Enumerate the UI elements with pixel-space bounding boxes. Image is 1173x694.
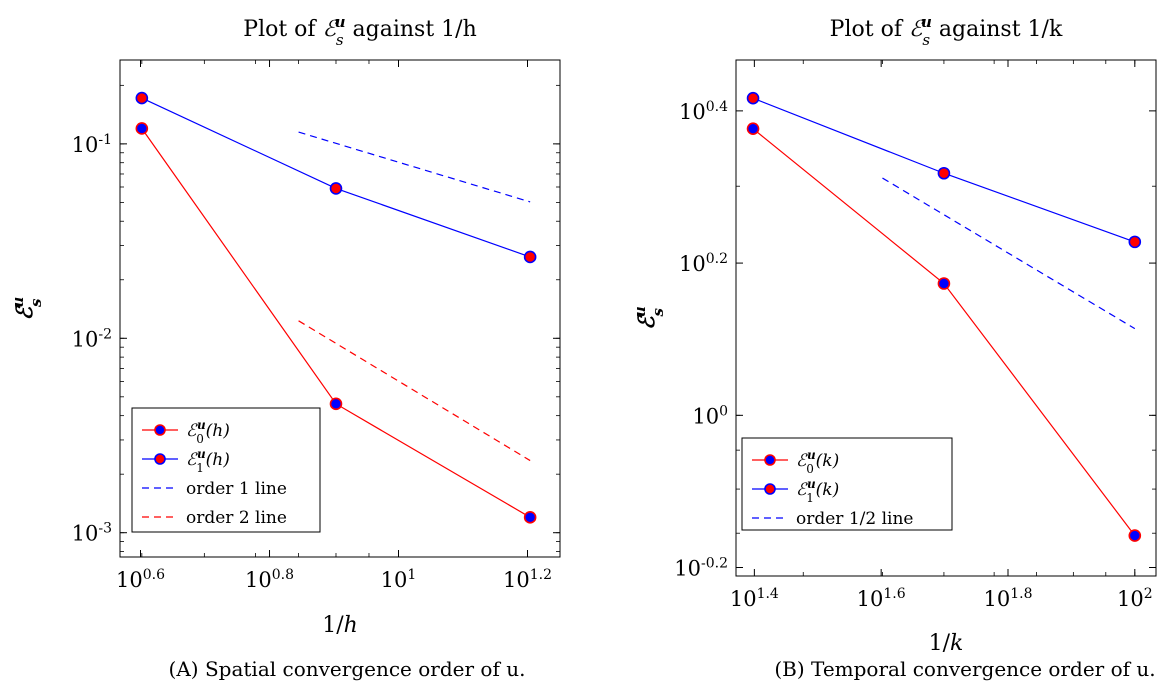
chart-title: Plot of ℰsu against 1/k xyxy=(830,13,1063,49)
plot-frame xyxy=(119,59,561,558)
legend-entry: ℰ0u(h) xyxy=(186,418,230,446)
legend-marker xyxy=(764,483,776,495)
legend-marker xyxy=(154,424,166,436)
x-axis-label: 1/h xyxy=(322,613,358,638)
x-axis-label: 1/k xyxy=(929,631,964,656)
y-tick-label: 100.2 xyxy=(679,251,728,276)
y-tick-label: 10-1 xyxy=(72,132,112,157)
legend-entry: ℰ0u(k) xyxy=(796,448,839,476)
data-point xyxy=(937,277,951,290)
data-point xyxy=(523,250,537,264)
data-point xyxy=(329,182,343,195)
x-tick-label: 101.4 xyxy=(730,586,779,611)
x-tick-label: 101 xyxy=(381,567,417,592)
y-tick-label: 10-2 xyxy=(72,326,112,351)
legend-entry: order 1 line xyxy=(186,479,287,499)
y-axis-label: ℰsu xyxy=(9,297,45,321)
x-tick-label: 100.6 xyxy=(116,567,165,592)
chart-title: Plot of ℰsu against 1/h xyxy=(243,13,476,49)
data-point xyxy=(746,91,760,105)
series-line xyxy=(882,177,1136,330)
caption-b: (B) Temporal convergence order of u. xyxy=(774,657,1155,681)
legend-entry: ℰ1u(h) xyxy=(186,447,230,475)
chart-temporal: Plot of ℰsu against 1/k 101.4 101.6 101.8 10… xyxy=(631,13,1157,656)
x-tick-label: 101.6 xyxy=(857,586,906,611)
y-tick-label: 100 xyxy=(692,403,728,428)
series-line xyxy=(141,97,531,258)
series-line xyxy=(298,131,531,203)
x-tick-label: 101.8 xyxy=(984,586,1033,611)
data-point xyxy=(523,511,537,524)
legend-marker xyxy=(764,454,776,466)
y-tick-label: 100.4 xyxy=(679,99,728,124)
x-tick-label: 101.2 xyxy=(503,567,552,592)
data-point xyxy=(746,122,760,136)
x-tick-label: 102 xyxy=(1117,586,1153,611)
caption-a: (A) Spatial convergence order of u. xyxy=(169,657,526,681)
series-line xyxy=(298,320,531,462)
legend-entry: order 2 line xyxy=(186,508,287,528)
chart-spatial: Plot of ℰsu against 1/h 100.6 100.8 101 101.… xyxy=(9,13,561,638)
legend: ℰ0u(h)ℰ1u(h) order 1 line order 2 line xyxy=(131,407,321,533)
legend-box xyxy=(741,437,953,531)
data-point xyxy=(937,166,951,180)
y-tick-label: 10-0.2 xyxy=(674,556,728,581)
y-axis-label: ℰsu xyxy=(631,306,667,330)
data-point xyxy=(329,397,343,411)
data-point xyxy=(1128,529,1142,542)
legend-marker xyxy=(154,453,166,465)
plot-frame xyxy=(735,59,1157,577)
data-point xyxy=(1128,235,1142,249)
legend-entry: order 1/2 line xyxy=(796,509,913,529)
x-tick-label: 100.8 xyxy=(245,567,294,592)
data-point xyxy=(135,91,149,105)
legend-entry: ℰ1u(k) xyxy=(796,477,839,505)
data-point xyxy=(135,122,149,135)
legend: ℰ0u(k)ℰ1u(k) order 1/2 line xyxy=(741,437,953,531)
y-tick-label: 10-3 xyxy=(72,521,112,546)
